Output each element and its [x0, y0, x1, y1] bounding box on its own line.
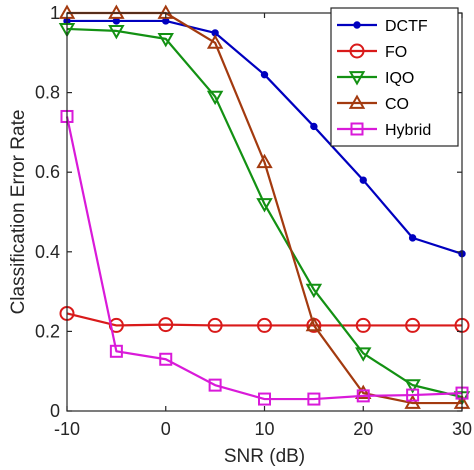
x-tick-label: 10	[254, 419, 274, 439]
y-tick-label: 0.8	[35, 83, 60, 103]
data-point-dctf	[408, 234, 417, 242]
series-iqo	[58, 23, 471, 406]
legend-label-hybrid: Hybrid	[385, 122, 431, 139]
legend-marker-co	[348, 94, 366, 109]
data-point-iqo	[355, 347, 372, 362]
legend: DCTF FO IQO CO Hybrid	[330, 7, 459, 147]
legend-label-dctf: DCTF	[385, 18, 428, 35]
data-point-co	[206, 34, 224, 49]
data-point-iqo	[206, 90, 224, 106]
data-point-fo	[158, 317, 174, 333]
data-point-hybrid	[159, 352, 173, 366]
data-point-co	[305, 316, 323, 332]
data-point-co	[108, 4, 125, 19]
data-point-hybrid	[208, 378, 222, 392]
series-layer	[58, 4, 471, 409]
data-point-dctf	[359, 176, 367, 184]
y-tick-label: 0.6	[35, 162, 60, 182]
y-tick-label: 0.2	[35, 321, 60, 341]
legend-marker-hybrid	[350, 122, 364, 136]
series-line-fo	[66, 312, 462, 327]
legend-item-fo: FO	[337, 43, 407, 61]
legend-marker-fo	[349, 43, 365, 59]
data-point-fo	[405, 317, 421, 333]
data-point-fo	[257, 317, 272, 333]
x-axis-label: SNR (dB)	[224, 446, 305, 467]
legend-label-fo: FO	[385, 44, 407, 61]
data-point-iqo	[305, 283, 323, 299]
legend-label-co: CO	[385, 96, 409, 113]
data-point-dctf	[310, 122, 318, 131]
legend-label-iqo: IQO	[385, 70, 414, 87]
data-point-hybrid	[109, 344, 123, 358]
y-tick-label: 0.4	[35, 242, 60, 262]
legend-item-co: CO	[337, 94, 409, 113]
data-point-iqo	[108, 25, 125, 40]
data-point-co	[355, 384, 372, 399]
data-point-fo	[355, 317, 371, 333]
data-point-iqo	[157, 32, 174, 48]
data-point-hybrid	[307, 392, 321, 406]
y-tick-label: 1	[50, 3, 60, 23]
y-axis-label: Classification Error Rate	[8, 110, 29, 315]
x-tick-label: 0	[161, 419, 171, 439]
data-point-iqo	[404, 379, 421, 394]
x-tick-label: -10	[54, 419, 80, 439]
data-point-dctf	[260, 70, 269, 79]
data-point-hybrid	[356, 389, 370, 403]
y-tick-label: 0	[50, 401, 60, 421]
legend-item-dctf: DCTF	[337, 18, 428, 35]
data-point-iqo	[256, 198, 273, 213]
series-line-iqo	[66, 27, 463, 399]
data-point-co	[404, 394, 421, 409]
data-point-hybrid	[258, 392, 271, 406]
legend-item-hybrid: Hybrid	[337, 122, 431, 139]
legend-marker-dctf	[353, 21, 361, 29]
x-tick-label: 30	[452, 419, 472, 439]
data-point-hybrid	[406, 388, 420, 402]
x-tick-label: 20	[353, 419, 373, 439]
data-point-co	[256, 153, 273, 169]
legend-marker-iqo	[348, 71, 366, 86]
legend-item-iqo: IQO	[337, 70, 414, 87]
data-point-fo	[207, 317, 223, 333]
series-line-hybrid	[65, 116, 463, 401]
